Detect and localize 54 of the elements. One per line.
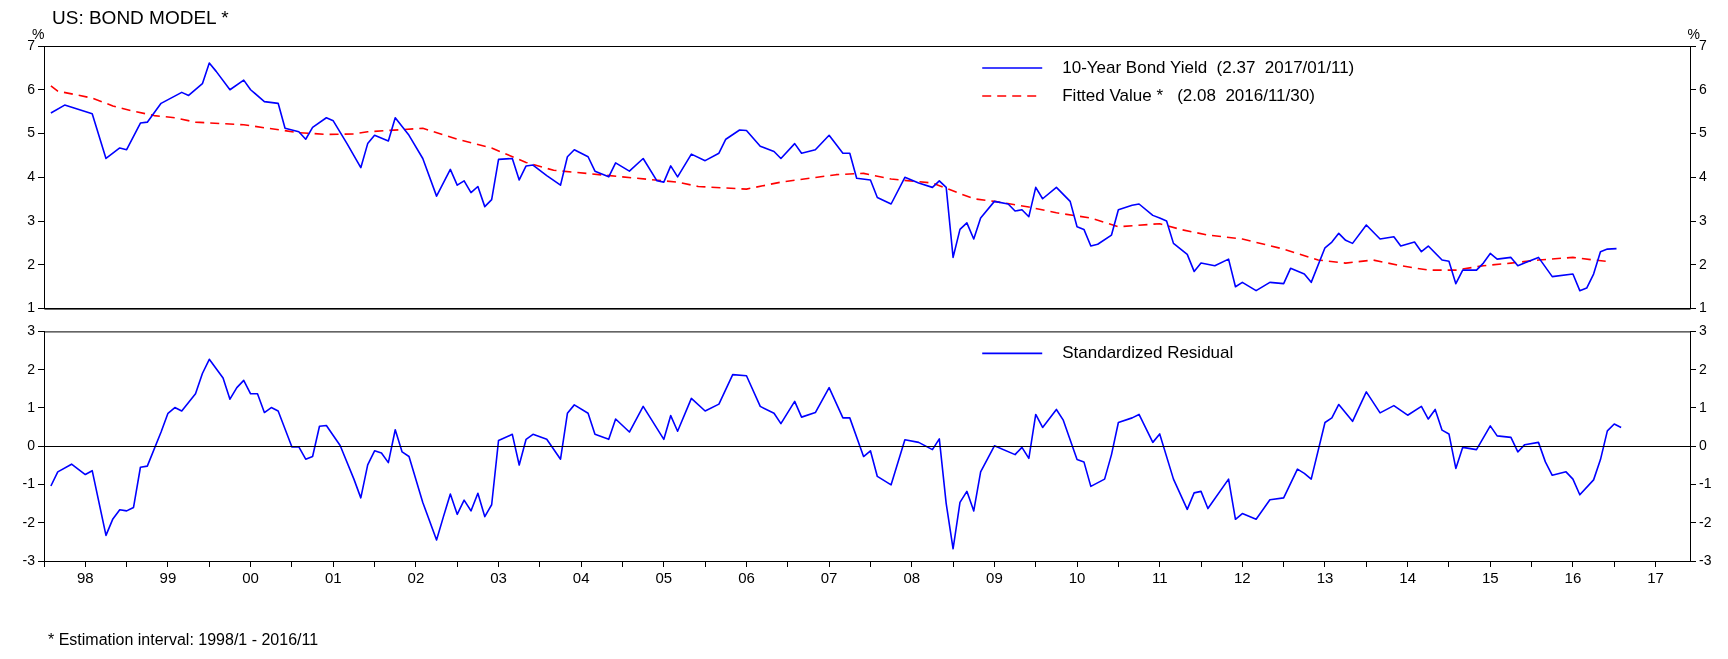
y2-tick-label: 4 [1699, 168, 1707, 185]
x-tick-label: 05 [655, 569, 673, 587]
chart-title: US: BOND MODEL * [52, 7, 230, 28]
x-tick-label: 07 [820, 569, 838, 587]
x-tick-label: 11 [1151, 569, 1168, 587]
text: * Estimation interval: 1998/1 - 2016/11 [48, 631, 319, 648]
legend-label: Standardized Residual [1062, 343, 1234, 363]
x-tick-label: 10 [1068, 569, 1086, 587]
y-tick-label: 6 [27, 80, 36, 97]
y-tick-label: -1 [22, 475, 36, 492]
y-tick-label: 7 [27, 36, 36, 53]
y2-tick-label: -1 [1699, 475, 1712, 492]
x-tick-label: 03 [490, 569, 507, 587]
y2-tick-label: 0 [1699, 437, 1707, 454]
y2-tick-label: 2 [1699, 255, 1707, 272]
y2-axis-title: % [1687, 25, 1700, 42]
y2-tick-label: 2 [1699, 360, 1707, 377]
x-tick-label: 09 [986, 569, 1003, 587]
legend-label: 10-Year Bond Yield (2.37 2017/01/11) [1062, 57, 1355, 77]
y2-tick-label: 3 [1699, 211, 1707, 228]
x-tick-label: 04 [572, 569, 590, 587]
y-tick-label: 5 [27, 124, 36, 141]
x-tick-label: 17 [1647, 569, 1664, 587]
x-tick-label: 00 [242, 569, 259, 587]
y2-tick-label: 3 [1699, 322, 1707, 339]
x-tick-label: 16 [1564, 569, 1582, 587]
x-tick-label: 13 [1316, 569, 1334, 587]
y-tick-label: 4 [27, 168, 36, 185]
y-tick-label: 2 [27, 360, 36, 377]
y-tick-label: 2 [27, 255, 36, 272]
legend-label: Fitted Value * (2.08 2016/11/30) [1062, 85, 1315, 105]
y2-tick-label: 5 [1699, 124, 1707, 141]
y-tick-label: -3 [22, 551, 36, 568]
y2-tick-label: -3 [1699, 551, 1712, 568]
x-tick-label: 06 [738, 569, 755, 587]
x-tick-label: 14 [1399, 569, 1416, 587]
y-tick-label: 3 [27, 211, 36, 228]
y-tick-label: 1 [27, 398, 36, 415]
x-tick-label: 02 [407, 569, 425, 587]
y-tick-label: 3 [27, 322, 36, 339]
y2-tick-label: 6 [1699, 80, 1707, 97]
x-tick-label: 08 [903, 569, 921, 587]
y2-tick-label: 1 [1699, 299, 1707, 316]
y-tick-label: 1 [27, 299, 36, 316]
y2-tick-label: 1 [1699, 398, 1707, 415]
x-tick-label: 15 [1481, 569, 1499, 587]
x-tick-label: 12 [1234, 569, 1251, 587]
x-tick-label: 99 [159, 569, 177, 587]
y-tick-label: -2 [22, 513, 36, 530]
x-tick-label: 98 [76, 569, 94, 587]
y-tick-label: 0 [27, 437, 36, 454]
x-tick-label: 01 [324, 569, 342, 587]
y2-tick-label: 7 [1699, 36, 1707, 53]
y2-tick-label: -2 [1699, 513, 1712, 530]
